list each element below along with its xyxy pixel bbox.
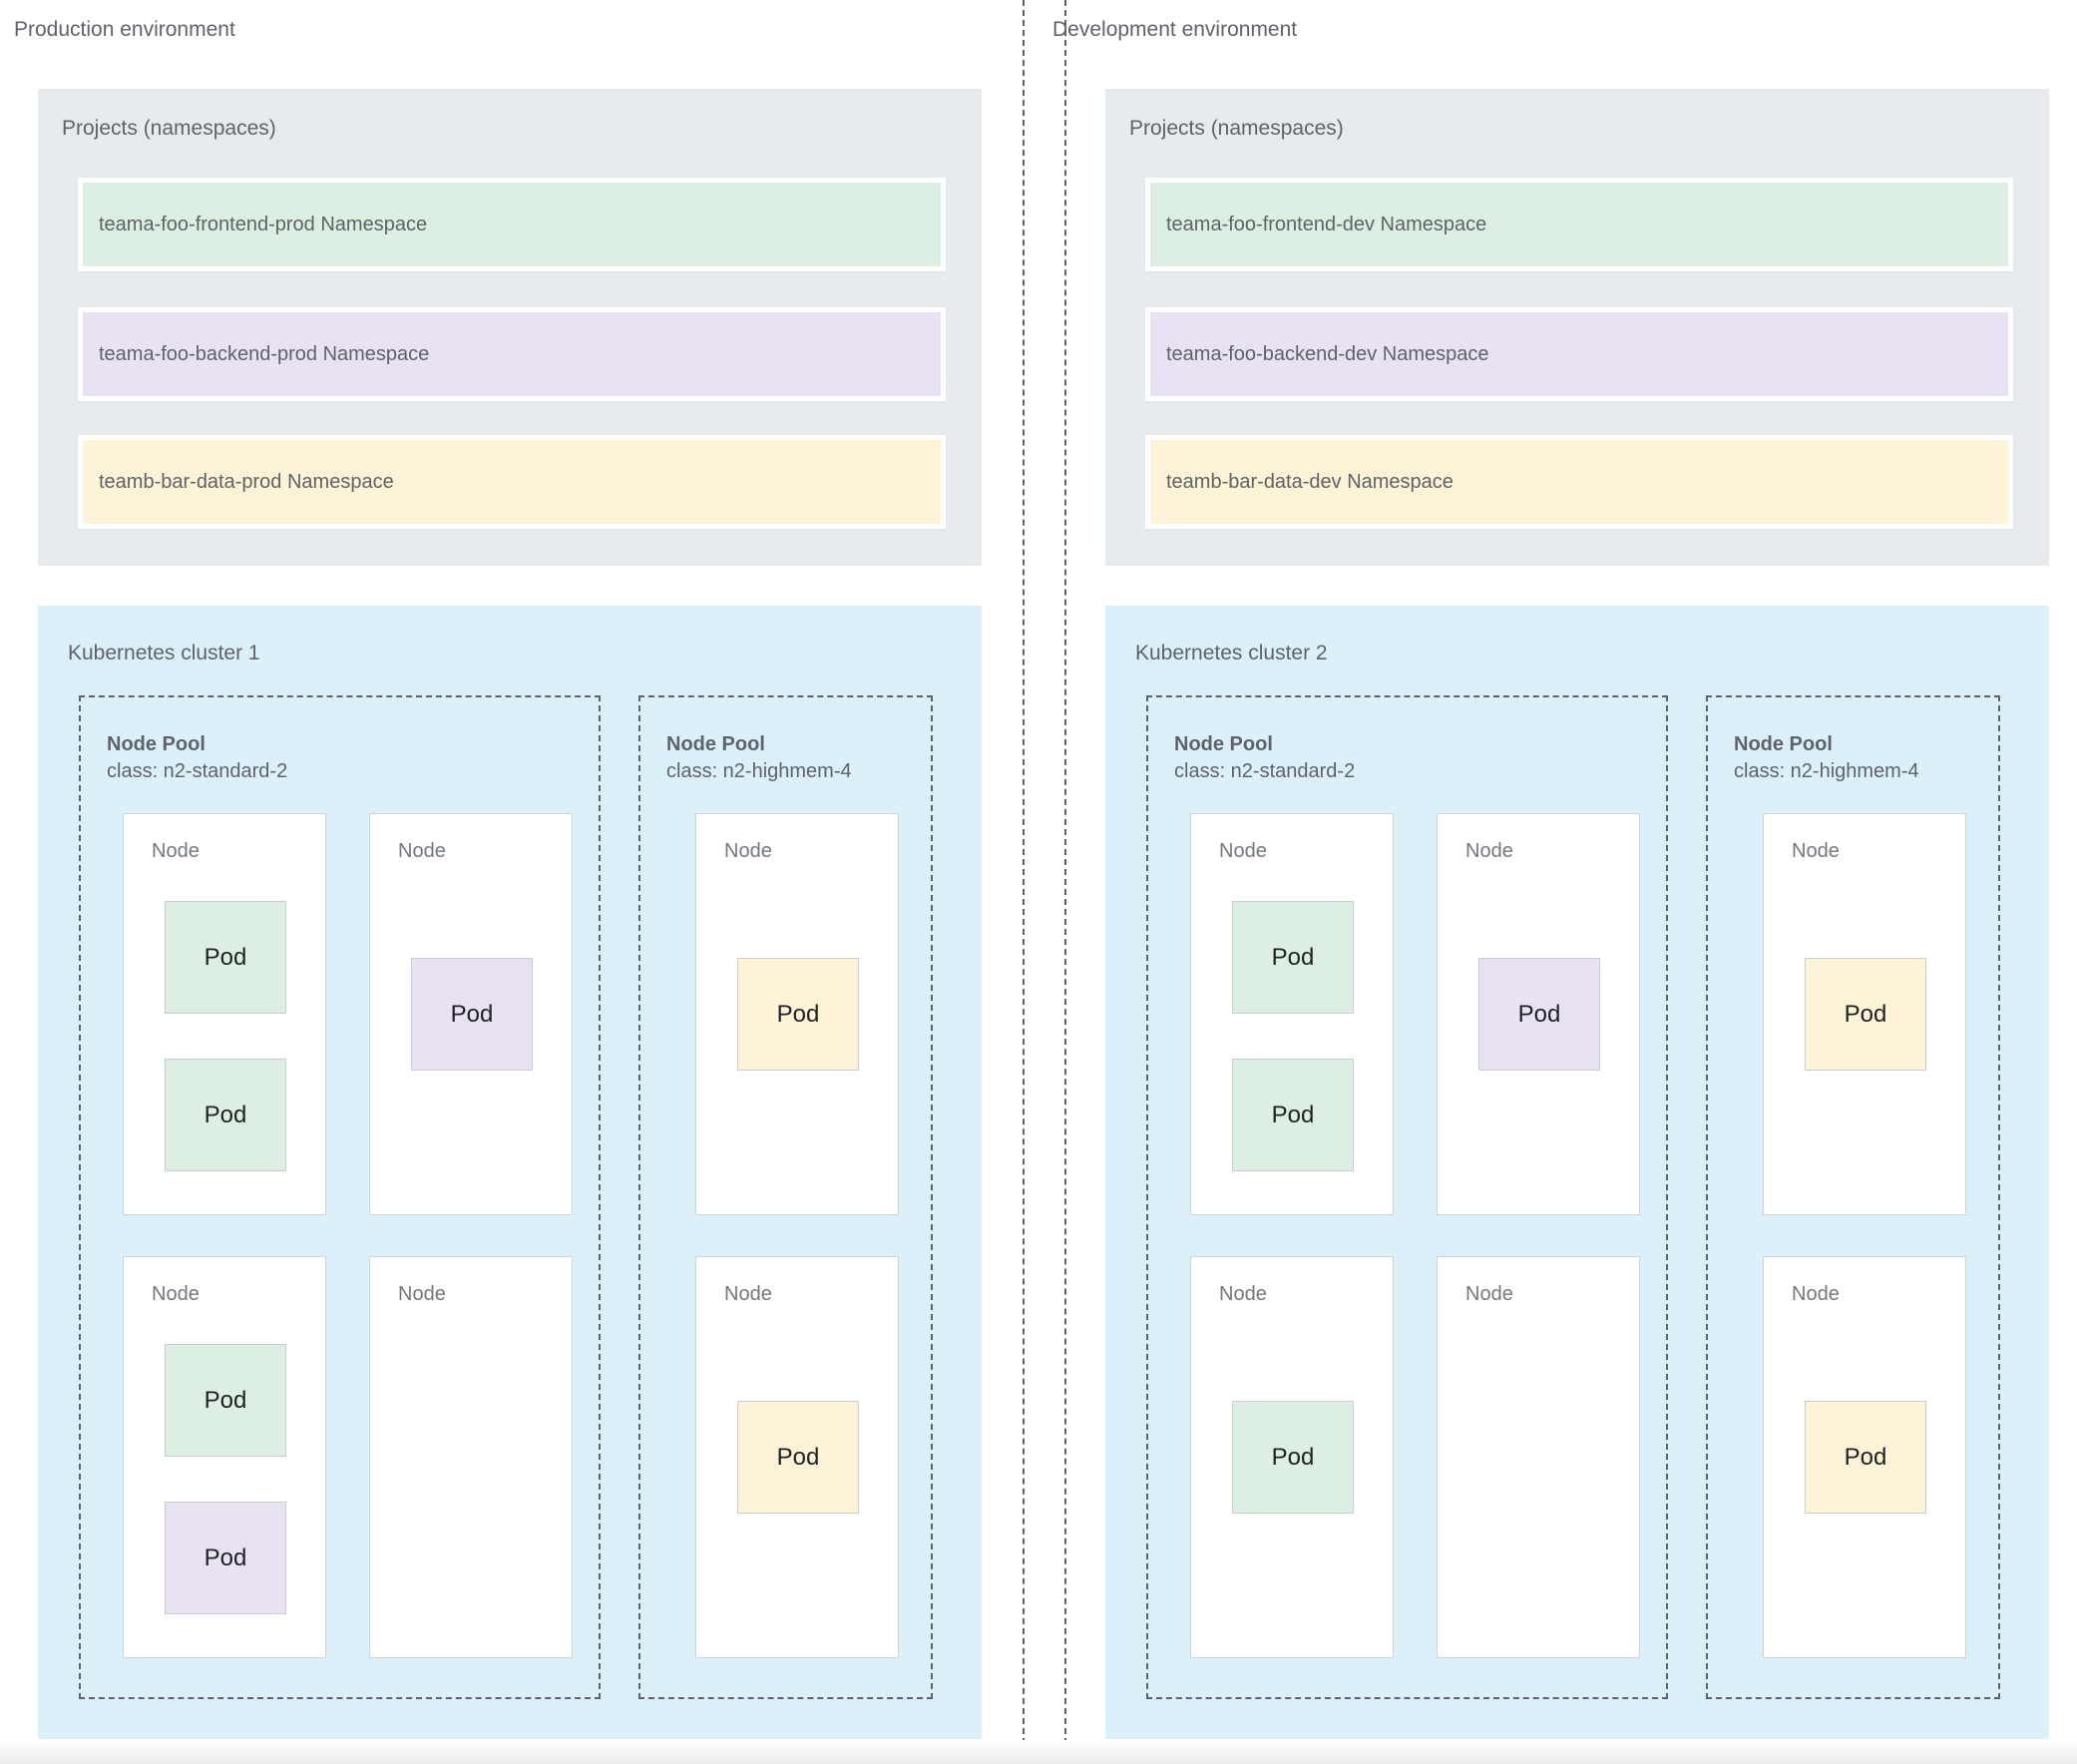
node: Node Pod bbox=[1190, 1256, 1394, 1658]
environment-production: Production environment Projects (namespa… bbox=[14, 0, 982, 1764]
environment-divider-line bbox=[1064, 0, 1066, 1764]
environment-development: Development environment Projects (namesp… bbox=[1052, 0, 2049, 1764]
node-label: Node bbox=[1792, 1283, 1840, 1305]
node-pool-title: Node Pool bbox=[107, 733, 206, 755]
pod: Pod bbox=[737, 958, 859, 1071]
namespace-label: teama-foo-backend-prod Namespace bbox=[99, 342, 430, 365]
node-label: Node bbox=[1219, 1283, 1267, 1305]
node-label: Node bbox=[1219, 840, 1267, 862]
node: Node bbox=[369, 1256, 573, 1658]
node-pool-header: Node Pool class: n2-standard-2 bbox=[107, 731, 287, 785]
node: Node Pod bbox=[369, 813, 573, 1215]
namespace-label: teamb-bar-data-prod Namespace bbox=[99, 470, 394, 493]
pod: Pod bbox=[1232, 1059, 1354, 1171]
node-pool-class: class: n2-highmem-4 bbox=[1734, 760, 1919, 782]
pod: Pod bbox=[165, 901, 286, 1014]
pod: Pod bbox=[411, 958, 533, 1071]
node: Node Pod Pod bbox=[123, 1256, 326, 1658]
node: Node Pod bbox=[695, 813, 899, 1215]
pod: Pod bbox=[165, 1502, 286, 1614]
cluster-label: Kubernetes cluster 1 bbox=[68, 642, 260, 664]
node: Node Pod Pod bbox=[1190, 813, 1394, 1215]
namespace-bar-frontend-prod: teama-foo-frontend-prod Namespace bbox=[78, 178, 946, 271]
projects-panel: Projects (namespaces) teama-foo-frontend… bbox=[1105, 89, 2049, 566]
pod: Pod bbox=[165, 1059, 286, 1171]
pod: Pod bbox=[165, 1344, 286, 1457]
node: Node Pod bbox=[1763, 813, 1966, 1215]
namespace-bar-data-prod: teamb-bar-data-prod Namespace bbox=[78, 435, 946, 529]
cluster-label: Kubernetes cluster 2 bbox=[1135, 642, 1328, 664]
node-pool-class: class: n2-standard-2 bbox=[1174, 760, 1356, 782]
node-label: Node bbox=[1465, 1283, 1513, 1305]
pod: Pod bbox=[1232, 901, 1354, 1014]
node-pool-class: class: n2-highmem-4 bbox=[666, 760, 852, 782]
node: Node Pod bbox=[695, 1256, 899, 1658]
node-pool-standard: Node Pool class: n2-standard-2 Node Pod P… bbox=[1146, 695, 1668, 1699]
node-label: Node bbox=[724, 1283, 772, 1305]
node-pool-class: class: n2-standard-2 bbox=[107, 760, 288, 782]
page-bottom-edge bbox=[0, 1740, 2077, 1764]
pod: Pod bbox=[1805, 1401, 1926, 1514]
kubernetes-cluster-1-panel: Kubernetes cluster 1 Node Pool class: n2… bbox=[38, 606, 982, 1739]
node-label: Node bbox=[1792, 840, 1840, 862]
node: Node Pod Pod bbox=[123, 813, 326, 1215]
environment-title: Production environment bbox=[14, 18, 235, 41]
node-pool-header: Node Pool class: n2-highmem-4 bbox=[1734, 731, 1919, 785]
pod: Pod bbox=[1478, 958, 1600, 1071]
projects-panel-label: Projects (namespaces) bbox=[62, 117, 276, 140]
environment-title: Development environment bbox=[1052, 18, 1298, 41]
namespace-label: teama-foo-frontend-dev Namespace bbox=[1166, 213, 1487, 235]
pod: Pod bbox=[737, 1401, 859, 1514]
namespace-label: teamb-bar-data-dev Namespace bbox=[1166, 470, 1454, 493]
namespace-label: teama-foo-backend-dev Namespace bbox=[1166, 342, 1489, 365]
node-pool-standard: Node Pool class: n2-standard-2 Node Pod P… bbox=[79, 695, 601, 1699]
namespace-label: teama-foo-frontend-prod Namespace bbox=[99, 213, 428, 235]
node-label: Node bbox=[398, 840, 446, 862]
projects-panel-label: Projects (namespaces) bbox=[1129, 117, 1344, 140]
node-pool-highmem: Node Pool class: n2-highmem-4 Node Pod N… bbox=[638, 695, 933, 1699]
namespace-bar-data-dev: teamb-bar-data-dev Namespace bbox=[1145, 435, 2013, 529]
node: Node bbox=[1437, 1256, 1640, 1658]
node-label: Node bbox=[724, 840, 772, 862]
node: Node Pod bbox=[1437, 813, 1640, 1215]
node-label: Node bbox=[398, 1283, 446, 1305]
node-label: Node bbox=[152, 840, 200, 862]
pod: Pod bbox=[1805, 958, 1926, 1071]
kubernetes-cluster-2-panel: Kubernetes cluster 2 Node Pool class: n2… bbox=[1105, 606, 2049, 1739]
node-pool-header: Node Pool class: n2-highmem-4 bbox=[666, 731, 852, 785]
node: Node Pod bbox=[1763, 1256, 1966, 1658]
namespace-bar-backend-dev: teama-foo-backend-dev Namespace bbox=[1145, 307, 2013, 401]
environment-divider-line bbox=[1023, 0, 1025, 1764]
node-pool-highmem: Node Pool class: n2-highmem-4 Node Pod N… bbox=[1706, 695, 2000, 1699]
node-label: Node bbox=[152, 1283, 200, 1305]
projects-panel: Projects (namespaces) teama-foo-frontend… bbox=[38, 89, 982, 566]
node-pool-header: Node Pool class: n2-standard-2 bbox=[1174, 731, 1355, 785]
namespace-bar-backend-prod: teama-foo-backend-prod Namespace bbox=[78, 307, 946, 401]
node-pool-title: Node Pool bbox=[1734, 733, 1833, 755]
pod: Pod bbox=[1232, 1401, 1354, 1514]
namespace-bar-frontend-dev: teama-foo-frontend-dev Namespace bbox=[1145, 178, 2013, 271]
node-pool-title: Node Pool bbox=[666, 733, 765, 755]
node-label: Node bbox=[1465, 840, 1513, 862]
node-pool-title: Node Pool bbox=[1174, 733, 1273, 755]
